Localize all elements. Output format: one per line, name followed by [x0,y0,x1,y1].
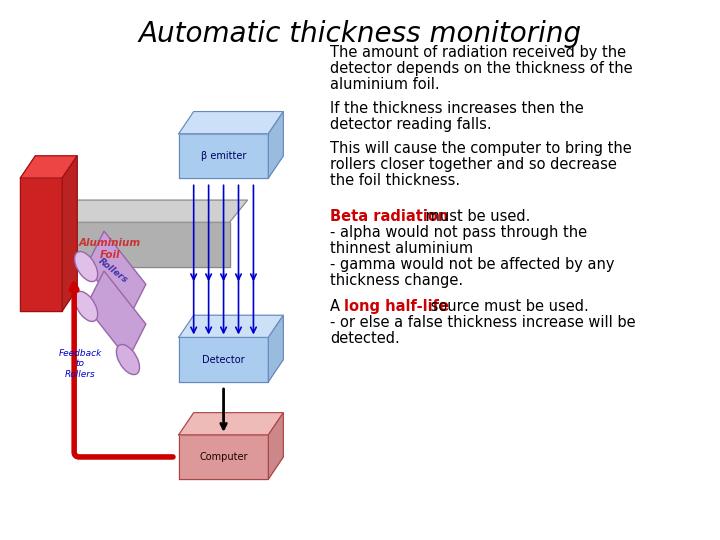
Text: detector reading falls.: detector reading falls. [330,117,492,132]
Text: thinnest aluminium: thinnest aluminium [330,241,473,256]
Text: - or else a false thickness increase will be: - or else a false thickness increase wil… [330,315,636,330]
Text: Automatic thickness monitoring: Automatic thickness monitoring [138,20,582,48]
Text: The amount of radiation received by the: The amount of radiation received by the [330,45,626,60]
Polygon shape [179,338,269,382]
Text: Beta radiation: Beta radiation [330,209,449,224]
Polygon shape [20,178,62,311]
Text: Rollers: Rollers [96,256,130,285]
Polygon shape [269,112,284,178]
Text: β emitter: β emitter [201,151,246,161]
Text: long half-life: long half-life [344,299,449,314]
Polygon shape [38,222,230,267]
Text: - gamma would not be affected by any: - gamma would not be affected by any [330,257,614,272]
Text: Detector: Detector [202,355,245,365]
Polygon shape [179,112,284,134]
Text: detector depends on the thickness of the: detector depends on the thickness of the [330,61,633,76]
Ellipse shape [117,305,140,335]
Polygon shape [269,315,284,382]
Polygon shape [179,435,269,479]
Polygon shape [179,134,269,178]
Polygon shape [86,231,146,320]
Text: If the thickness increases then the: If the thickness increases then the [330,101,584,116]
Text: - alpha would not pass through the: - alpha would not pass through the [330,225,587,240]
Polygon shape [179,315,284,338]
Text: This will cause the computer to bring the: This will cause the computer to bring th… [330,141,631,156]
Text: source must be used.: source must be used. [426,299,589,314]
Text: rollers closer together and so decrease: rollers closer together and so decrease [330,157,617,172]
Text: the foil thickness.: the foil thickness. [330,173,460,188]
Polygon shape [86,271,146,360]
Polygon shape [38,200,248,222]
Text: Computer: Computer [199,452,248,462]
Text: thickness change.: thickness change. [330,273,463,288]
Polygon shape [179,413,284,435]
Ellipse shape [75,292,98,321]
Text: A: A [330,299,345,314]
Text: Feedback
to
Rollers: Feedback to Rollers [58,349,102,379]
Text: detected.: detected. [330,331,400,346]
Text: aluminium foil.: aluminium foil. [330,77,440,92]
Ellipse shape [75,252,98,281]
Polygon shape [62,156,77,311]
Ellipse shape [117,345,140,375]
Text: Aluminium
Foil: Aluminium Foil [79,238,141,260]
Text: must be used.: must be used. [421,209,531,224]
Polygon shape [20,156,77,178]
Polygon shape [269,413,284,479]
